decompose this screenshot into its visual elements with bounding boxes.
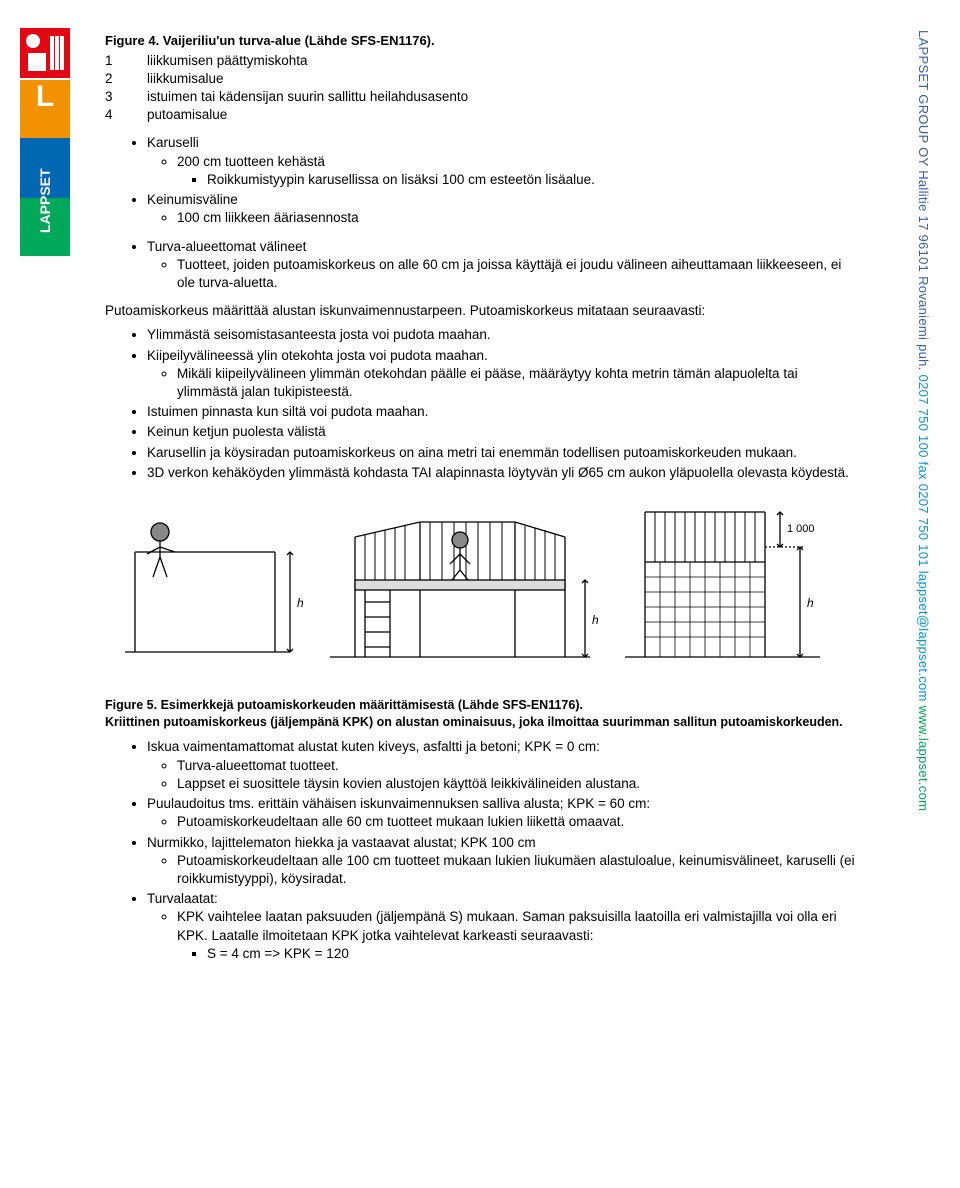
m4: Keinun ketjun puolesta välistä xyxy=(147,423,860,441)
kpk-i2a: Putoamiskorkeudeltaan alle 60 cm tuottee… xyxy=(177,813,860,831)
num-2: 2 xyxy=(105,70,147,88)
m3: Istuimen pinnasta kun siltä voi pudota m… xyxy=(147,403,860,421)
list-turva: Turva-alueettomat välineet Tuotteet, joi… xyxy=(105,238,860,293)
figure4-caption: Figure 4. Vaijeriliu'un turva-alue (Lähd… xyxy=(105,32,860,50)
turva-label: Turva-alueettomat välineet xyxy=(147,239,306,254)
kpk-i1: Iskua vaimentamattomat alustat kuten kiv… xyxy=(147,738,860,793)
dim-h-right: h xyxy=(807,596,814,610)
num-4: 4 xyxy=(105,106,147,124)
m2: Kiipeilyvälineessä ylin otekohta josta v… xyxy=(147,347,860,402)
m2-sub: Mikäli kiipeilyvälineen ylimmän otekohda… xyxy=(177,365,860,401)
kpk-i4: Turvalaatat: KPK vaihtelee laatan paksuu… xyxy=(147,890,860,963)
kpk-i4a: KPK vaihtelee laatan paksuuden (jäljempä… xyxy=(177,908,860,963)
m6: 3D verkon kehäköyden ylimmästä kohdasta … xyxy=(147,464,860,482)
kpk-i3-text: Nurmikko, lajittelematon hiekka ja vasta… xyxy=(147,835,536,850)
m2-text: Kiipeilyvälineessä ylin otekohta josta v… xyxy=(147,348,488,363)
keinumis-sub: 100 cm liikkeen ääriasennosta xyxy=(177,209,860,227)
figure5-illustration: h xyxy=(105,492,860,687)
turva-sub: Tuotteet, joiden putoamiskorkeus on alle… xyxy=(177,256,860,292)
kpk-i2-text: Puulaudoitus tms. erittäin vähäisen isku… xyxy=(147,796,650,811)
karuselli-label: Karuselli xyxy=(147,135,199,150)
kpk-i2: Puulaudoitus tms. erittäin vähäisen isku… xyxy=(147,795,860,831)
list-karuselli: Karuselli 200 cm tuotteen kehästä Roikku… xyxy=(105,134,860,227)
para-putoamiskorkeus: Putoamiskorkeus määrittää alustan iskunv… xyxy=(105,302,860,320)
karuselli-sub-text: 200 cm tuotteen kehästä xyxy=(177,154,325,169)
kpk-i4a-text: KPK vaihtelee laatan paksuuden (jäljempä… xyxy=(177,909,837,942)
item-karuselli: Karuselli 200 cm tuotteen kehästä Roikku… xyxy=(147,134,860,189)
page-content: Figure 4. Vaijeriliu'un turva-alue (Lähd… xyxy=(0,0,960,993)
figure5-subcaption: Kriittinen putoamiskorkeus (jäljempänä K… xyxy=(105,714,860,730)
kpk-i1b: Lappset ei suosittele täysin kovien alus… xyxy=(177,775,860,793)
num-1: 1 xyxy=(105,52,147,70)
list-measurements: Ylimmästä seisomistasanteesta josta voi … xyxy=(105,326,860,482)
kpk-i4-text: Turvalaatat: xyxy=(147,891,218,906)
keinumis-label: Keinumisväline xyxy=(147,192,238,207)
item-turva: Turva-alueettomat välineet Tuotteet, joi… xyxy=(147,238,860,293)
item-keinumis: Keinumisväline 100 cm liikkeen ääriasenn… xyxy=(147,191,860,227)
karuselli-sq: Roikkumistyypin karusellissa on lisäksi … xyxy=(207,171,860,189)
kpk-i1a: Turva-alueettomat tuotteet. xyxy=(177,757,860,775)
numbered-list: 1liikkumisen päättymiskohta 2liikkumisal… xyxy=(105,52,860,125)
kpk-i1-text: Iskua vaimentamattomat alustat kuten kiv… xyxy=(147,739,600,754)
figure5-caption: Figure 5. Esimerkkejä putoamiskorkeuden … xyxy=(105,697,860,714)
playground-diagram: h xyxy=(105,492,835,682)
kpk-i3: Nurmikko, lajittelematon hiekka ja vasta… xyxy=(147,834,860,889)
num-3: 3 xyxy=(105,88,147,106)
num-4-text: putoamisalue xyxy=(147,106,227,124)
kpk-i3a: Putoamiskorkeudeltaan alle 100 cm tuotte… xyxy=(177,852,860,888)
m1: Ylimmästä seisomistasanteesta josta voi … xyxy=(147,326,860,344)
kpk-i4sq: S = 4 cm => KPK = 120 xyxy=(207,945,860,963)
dim-h-mid: h xyxy=(592,613,599,627)
list-kpk: Iskua vaimentamattomat alustat kuten kiv… xyxy=(105,738,860,963)
num-3-text: istuimen tai kädensijan suurin sallittu … xyxy=(147,88,468,106)
dim-h-left: h xyxy=(297,596,304,610)
dim-1000: 1 000 xyxy=(787,523,815,535)
karuselli-sub: 200 cm tuotteen kehästä Roikkumistyypin … xyxy=(177,153,860,189)
num-2-text: liikkumisalue xyxy=(147,70,224,88)
m5: Karusellin ja köysiradan putoamiskorkeus… xyxy=(147,444,860,462)
num-1-text: liikkumisen päättymiskohta xyxy=(147,52,308,70)
